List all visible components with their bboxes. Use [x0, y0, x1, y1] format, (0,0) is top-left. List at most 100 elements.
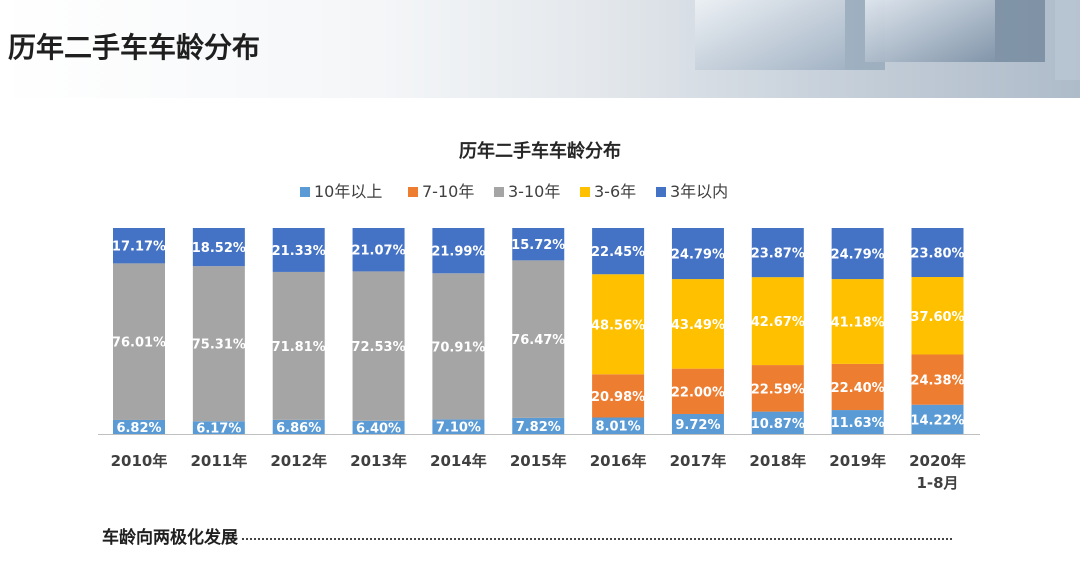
bar-data-label: 24.79%	[831, 248, 885, 263]
x-tick-label: 2020年 1-8月	[909, 452, 966, 492]
bar-segment	[432, 419, 485, 434]
bar-data-label: 21.99%	[431, 245, 485, 260]
bar-segment	[751, 277, 804, 366]
bar-segment	[512, 228, 565, 261]
legend-swatch	[408, 187, 418, 197]
header-decoration	[695, 0, 1080, 80]
bar-data-label: 6.17%	[196, 422, 241, 437]
bar-segment	[432, 273, 485, 420]
legend-swatch	[580, 187, 590, 197]
bar-data-label: 76.47%	[511, 333, 565, 348]
bar-segment	[831, 279, 884, 364]
bar-data-label: 10.87%	[751, 417, 805, 432]
bar-data-label: 7.10%	[436, 421, 481, 436]
bar-data-label: 22.00%	[671, 385, 725, 400]
bar-segment	[751, 228, 804, 278]
bar-segment	[272, 419, 325, 434]
x-tick-label: 2014年	[430, 452, 487, 470]
bar-segment	[272, 271, 325, 420]
bar-segment	[671, 228, 724, 280]
bar-data-label: 24.79%	[671, 248, 725, 263]
bar-segment	[592, 374, 645, 418]
x-tick-label: 2018年	[749, 452, 806, 470]
bar-segment	[911, 277, 964, 355]
bar-segment	[671, 279, 724, 369]
bar-segment	[192, 228, 245, 267]
bar-segment	[831, 410, 884, 434]
legend-swatch	[300, 187, 310, 197]
legend-label: 3年以内	[670, 182, 728, 201]
bar-data-label: 22.40%	[831, 381, 885, 396]
bar-data-label: 23.87%	[751, 247, 805, 262]
bar-segment	[272, 228, 325, 272]
bar-segment	[751, 365, 804, 412]
x-tick-label: 2019年	[829, 452, 886, 470]
bar-data-label: 42.67%	[751, 315, 805, 330]
x-tick-label: 2017年	[670, 452, 727, 470]
footer-dotted-line	[242, 538, 952, 540]
x-tick-label: 2012年	[270, 452, 327, 470]
chart-title: 历年二手车车龄分布	[459, 140, 621, 162]
bar-segment	[911, 228, 964, 278]
bar-segment	[671, 413, 724, 434]
x-tick-label: 2010年	[111, 452, 168, 470]
bar-data-label: 22.59%	[751, 382, 805, 397]
bar-segment	[113, 228, 165, 264]
chart-bars: 6.82% 76.01% 17.17% 6.17% 75.31% 18.52% 6.86% 7…	[112, 228, 965, 437]
legend-swatch	[494, 187, 504, 197]
bar-segment	[352, 228, 405, 272]
bar-data-label: 21.07%	[351, 244, 405, 259]
bar-segment	[671, 368, 724, 414]
x-tick-label: 2013年	[350, 452, 407, 470]
bar-data-label: 14.22%	[910, 413, 964, 428]
legend-label: 10年以上	[314, 182, 382, 201]
bar-data-label: 21.33%	[272, 244, 326, 259]
bar-data-label: 43.49%	[671, 318, 725, 333]
bar-data-label: 7.82%	[516, 420, 561, 435]
chart-legend: 10年以上 7-10年 3-10年 3-6年 3年以内	[300, 182, 728, 201]
bar-segment	[113, 419, 165, 434]
bar-data-label: 24.38%	[910, 374, 964, 389]
bar-data-label: 75.31%	[192, 338, 246, 353]
legend-swatch	[656, 187, 666, 197]
bar-data-label: 37.60%	[910, 310, 964, 325]
bar-segment	[113, 263, 165, 420]
bar-data-label: 18.52%	[192, 241, 246, 256]
legend-label: 7-10年	[422, 182, 474, 201]
x-tick-label: 2011年	[190, 452, 247, 470]
bar-data-label: 15.72%	[511, 238, 565, 253]
bar-data-label: 11.63%	[831, 416, 885, 431]
bar-data-label: 71.81%	[272, 340, 326, 355]
x-tick-label: 2015年	[510, 452, 567, 470]
legend-label: 3-6年	[594, 182, 636, 201]
bar-segment	[192, 266, 245, 422]
bar-segment	[831, 363, 884, 411]
bar-segment	[352, 420, 405, 434]
footer-note: 车龄向两极化发展	[102, 521, 952, 549]
bar-segment	[831, 228, 884, 280]
bar-segment	[911, 404, 964, 434]
bar-data-label: 17.17%	[112, 240, 166, 255]
bar-data-label: 20.98%	[591, 390, 645, 405]
bar-segment	[911, 354, 964, 405]
bar-segment	[352, 271, 405, 421]
page-title: 历年二手车车龄分布	[8, 31, 261, 64]
bar-segment	[751, 411, 804, 434]
x-tick-label: 2016年	[590, 452, 647, 470]
bar-data-label: 6.82%	[116, 421, 161, 436]
bar-segment	[432, 228, 485, 274]
bar-data-label: 6.86%	[276, 421, 321, 436]
legend-label: 3-10年	[508, 182, 560, 201]
bar-segment	[592, 274, 645, 375]
bar-data-label: 41.18%	[831, 315, 885, 330]
x-axis-labels: 2010年 2011年 2012年 2013年 2014年 2015年 2016年 2017年…	[111, 452, 966, 492]
bar-data-label: 8.01%	[596, 420, 641, 435]
bar-data-label: 76.01%	[112, 336, 166, 351]
bar-segment	[592, 417, 645, 434]
bar-segment	[192, 421, 245, 434]
bar-segment	[592, 228, 645, 275]
bar-segment	[512, 417, 565, 434]
bar-data-label: 22.45%	[591, 245, 645, 260]
header-banner: 历年二手车车龄分布	[0, 0, 1080, 98]
